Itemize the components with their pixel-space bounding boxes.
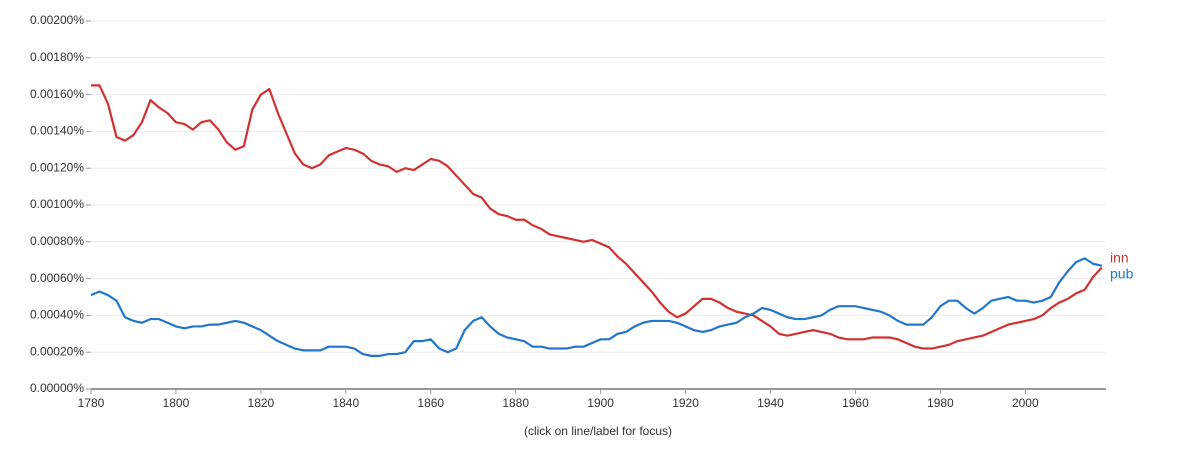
x-tick-label: 1980 [927, 396, 954, 410]
y-tick-label: 0.00120% [30, 160, 84, 174]
y-tick-label: 0.00100% [30, 197, 84, 211]
x-tick-label: 1860 [417, 396, 444, 410]
series-label[interactable]: pub [1110, 265, 1134, 281]
series-line[interactable] [91, 84, 1103, 350]
y-tick-label: 0.00000% [30, 381, 84, 395]
y-tick-label: 0.00060% [30, 271, 84, 285]
x-tick-label: 1880 [502, 396, 529, 410]
y-tick-label: 0.00140% [30, 124, 84, 138]
x-tick-label: 1900 [587, 396, 614, 410]
x-tick-label: 2000 [1012, 396, 1039, 410]
y-tick-label: 0.00040% [30, 308, 84, 322]
focus-note: (click on line/label for focus) [524, 424, 672, 438]
series-label[interactable]: inn [1110, 249, 1129, 265]
x-tick-label: 1920 [672, 396, 699, 410]
y-tick-label: 0.00180% [30, 50, 84, 64]
y-tick-label: 0.00200% [30, 13, 84, 27]
y-tick-label: 0.00020% [30, 344, 84, 358]
x-tick-label: 1940 [757, 396, 784, 410]
x-tick-label: 1780 [78, 396, 105, 410]
y-tick-label: 0.00160% [30, 87, 84, 101]
y-tick-label: 0.00080% [30, 234, 84, 248]
x-tick-label: 1960 [842, 396, 869, 410]
x-tick-label: 1820 [248, 396, 275, 410]
series-line[interactable] [90, 257, 1102, 357]
x-tick-label: 1800 [163, 396, 190, 410]
x-tick-label: 1840 [332, 396, 359, 410]
